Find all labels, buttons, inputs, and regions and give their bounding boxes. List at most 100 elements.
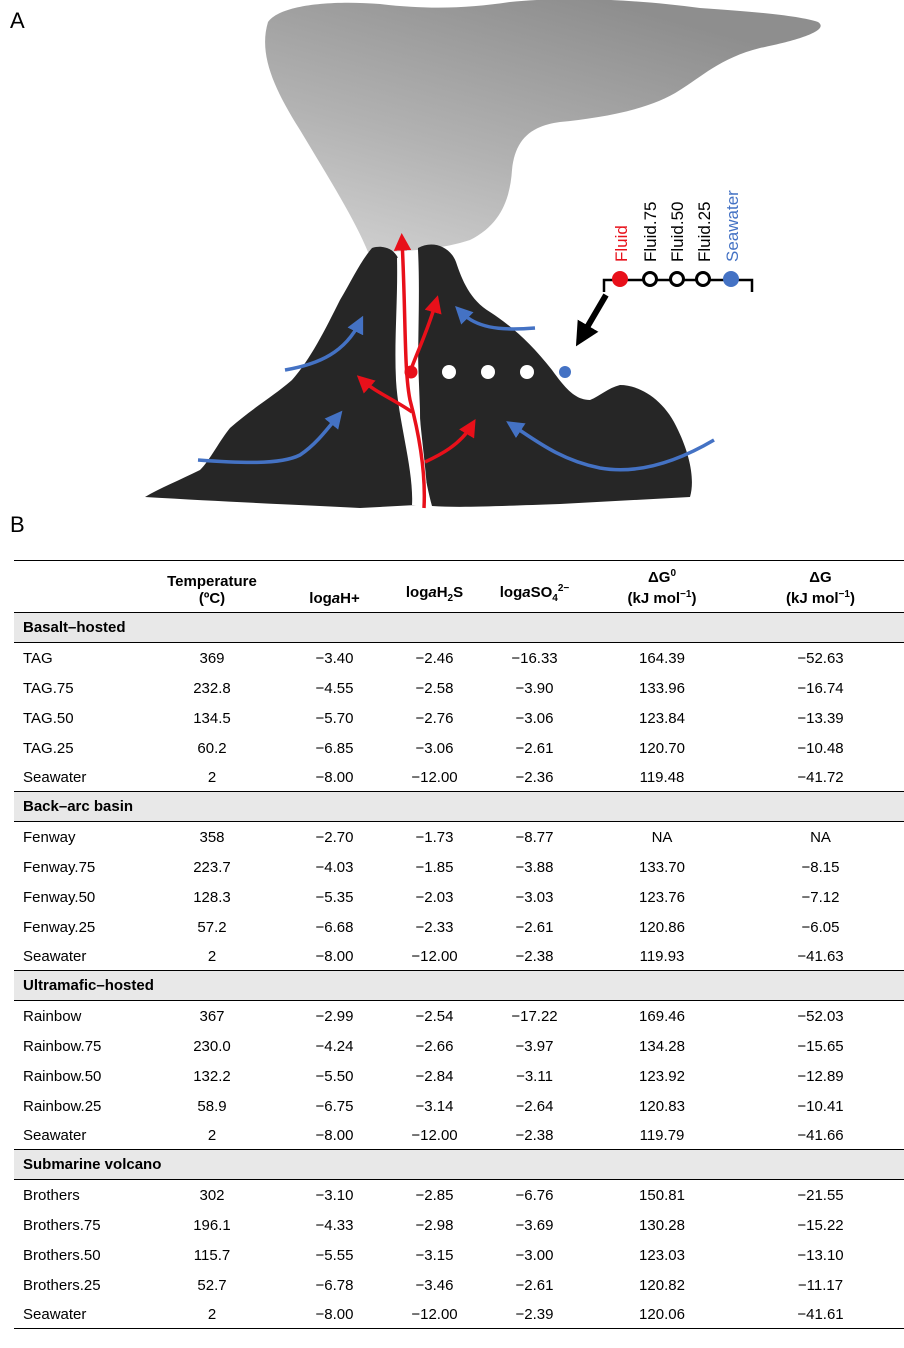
sample-name-cell: Rainbow (23, 1007, 82, 1025)
value-cell: −41.72 (737, 763, 904, 792)
sample-name-cell: TAG.50 (23, 709, 74, 727)
value-cell: −12.00 (387, 763, 482, 792)
thermodynamics-table: Temperature (ºC) logaH+ logaH2S logaSO42−… (14, 560, 904, 1329)
value-cell: NA (810, 828, 831, 846)
table-row: Fenway 358 −2.70 −1.73 −8.77 NA NA (14, 822, 904, 853)
table-group-row: Back–arc basin (14, 791, 904, 822)
value-cell: 132.2 (193, 1067, 231, 1085)
value-cell: 164.39 (639, 649, 685, 667)
table-row: TAG.25 60.2 −6.85 −3.06 −2.61 120.70 −10.48 (14, 733, 904, 763)
value-cell: −2.54 (415, 1007, 454, 1025)
value-cell: −52.03 (797, 1007, 844, 1025)
legend-marker-fluid50 (669, 271, 685, 287)
value-cell: −2.46 (415, 649, 454, 667)
value-cell: −8.00 (282, 1121, 387, 1150)
value-cell: −2.61 (515, 739, 554, 757)
group-title: Back–arc basin (14, 791, 904, 822)
seawater-sample-dot (559, 366, 571, 378)
value-cell: 123.76 (639, 888, 685, 906)
value-cell: −2.36 (482, 763, 587, 792)
value-cell: −12.89 (797, 1067, 844, 1085)
header-log-ah: logaH+ (309, 590, 360, 607)
mixing-dot (442, 365, 456, 379)
value-cell: −2.98 (415, 1216, 454, 1234)
sample-name-cell: Seawater (14, 942, 142, 971)
value-cell: −12.00 (387, 942, 482, 971)
value-cell: −4.03 (315, 858, 354, 876)
value-cell: −1.73 (415, 828, 454, 846)
value-cell: −17.22 (511, 1007, 558, 1025)
mixing-dot (481, 365, 495, 379)
value-cell: −6.68 (315, 918, 354, 936)
table-row: Seawater 2 −8.00 −12.00 −2.38 119.93 −41.63 (14, 942, 904, 971)
value-cell: 119.93 (587, 942, 737, 971)
value-cell: −41.66 (737, 1121, 904, 1150)
value-cell: −4.33 (315, 1216, 354, 1234)
sample-name-cell: Seawater (14, 1121, 142, 1150)
value-cell: 358 (199, 828, 225, 846)
value-cell: −16.74 (797, 679, 844, 697)
value-cell: 123.92 (639, 1067, 685, 1085)
value-cell: 52.7 (197, 1276, 227, 1294)
value-cell: −2.70 (315, 828, 354, 846)
value-cell: −2.58 (415, 679, 454, 697)
value-cell: 120.06 (587, 1300, 737, 1329)
table-row: Rainbow.50 132.2 −5.50 −2.84 −3.11 123.92 −12.… (14, 1061, 904, 1091)
value-cell: −12.00 (387, 1300, 482, 1329)
value-cell: −2.76 (415, 709, 454, 727)
value-cell: −8.15 (801, 858, 840, 876)
sample-name-cell: Rainbow.50 (23, 1067, 102, 1085)
sample-name-cell: Rainbow.75 (23, 1037, 102, 1055)
header-delta-g0: ΔG0 (kJ mol−1) (627, 568, 697, 607)
value-cell: −3.69 (515, 1216, 554, 1234)
value-cell: −15.22 (797, 1216, 844, 1234)
sample-name-cell: Seawater (14, 763, 142, 792)
value-cell: 2 (142, 1121, 282, 1150)
sample-name-cell: Brothers.75 (23, 1216, 101, 1234)
chimney-left (145, 246, 417, 508)
legend-label-fluid75: Fluid.75 (641, 202, 660, 262)
value-cell: −3.14 (415, 1097, 454, 1115)
group-title: Submarine volcano (14, 1149, 904, 1180)
value-cell: −2.61 (515, 1276, 554, 1294)
value-cell: 123.84 (639, 709, 685, 727)
value-cell: −4.55 (315, 679, 354, 697)
value-cell: 134.5 (193, 709, 231, 727)
value-cell: 57.2 (197, 918, 227, 936)
value-cell: −5.70 (315, 709, 354, 727)
sample-name-cell: Brothers (23, 1186, 80, 1204)
sample-name-cell: Brothers.25 (23, 1276, 101, 1294)
table-row: Seawater 2 −8.00 −12.00 −2.36 119.48 −41.72 (14, 763, 904, 792)
value-cell: 119.79 (587, 1121, 737, 1150)
value-cell: −2.38 (482, 942, 587, 971)
panel-label-b: B (10, 512, 25, 537)
table-row: TAG.50 134.5 −5.70 −2.76 −3.06 123.84 −13.39 (14, 703, 904, 733)
value-cell: −3.00 (515, 1246, 554, 1264)
value-cell: −2.61 (515, 918, 554, 936)
sample-name-cell: Brothers.50 (23, 1246, 101, 1264)
value-cell: 120.82 (639, 1276, 685, 1294)
fluid-sample-dot (404, 365, 418, 379)
value-cell: −5.55 (315, 1246, 354, 1264)
table-row: TAG 369 −3.40 −2.46 −16.33 164.39 −52.63 (14, 643, 904, 674)
value-cell: 367 (199, 1007, 225, 1025)
table-group-row: Submarine volcano (14, 1149, 904, 1180)
value-cell: −41.63 (737, 942, 904, 971)
value-cell: −6.75 (315, 1097, 354, 1115)
value-cell: −5.50 (315, 1067, 354, 1085)
legend-label-fluid50: Fluid.50 (668, 202, 687, 262)
value-cell: 223.7 (193, 858, 231, 876)
legend-label-seawater: Seawater (723, 190, 742, 262)
value-cell: −3.10 (315, 1186, 354, 1204)
legend-marker-fluid75 (642, 271, 658, 287)
value-cell: 120.86 (639, 918, 685, 936)
value-cell: −3.03 (515, 888, 554, 906)
value-cell: 150.81 (639, 1186, 685, 1204)
value-cell: −15.65 (797, 1037, 844, 1055)
value-cell: −3.46 (415, 1276, 454, 1294)
table-row: Brothers.75 196.1 −4.33 −2.98 −3.69 130.28 −15… (14, 1210, 904, 1240)
sample-name-cell: TAG.25 (23, 739, 74, 757)
value-cell: −5.35 (315, 888, 354, 906)
value-cell: −2.85 (415, 1186, 454, 1204)
value-cell: −2.99 (315, 1007, 354, 1025)
